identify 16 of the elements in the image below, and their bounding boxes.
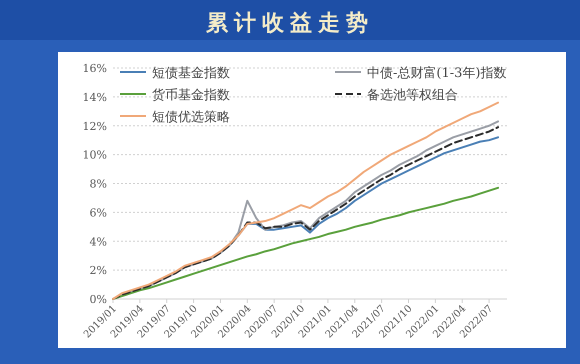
legend-label: 中债-总财富(1-3年)指数 [367, 65, 506, 81]
y-tick-label: 14% [82, 90, 107, 104]
line-series [112, 186, 500, 300]
y-tick-label: 2% [90, 264, 107, 278]
legend-label: 货币基金指数 [152, 88, 230, 103]
y-tick-label: 8% [90, 178, 107, 190]
legend-label: 短债优选策略 [152, 110, 230, 125]
y-tick-label: 4% [90, 235, 107, 248]
chart-title: 累计收益走势 [205, 10, 374, 36]
y-tick-label: 10% [82, 148, 107, 162]
y-tick-label: 6% [90, 206, 107, 220]
legend-label: 短债基金指数 [152, 66, 230, 81]
y-tick-label: 0% [90, 293, 107, 306]
y-tick-label: 12% [82, 120, 107, 133]
y-tick-label: 16% [82, 62, 107, 75]
legend-label: 备选池等权组合 [367, 88, 458, 103]
